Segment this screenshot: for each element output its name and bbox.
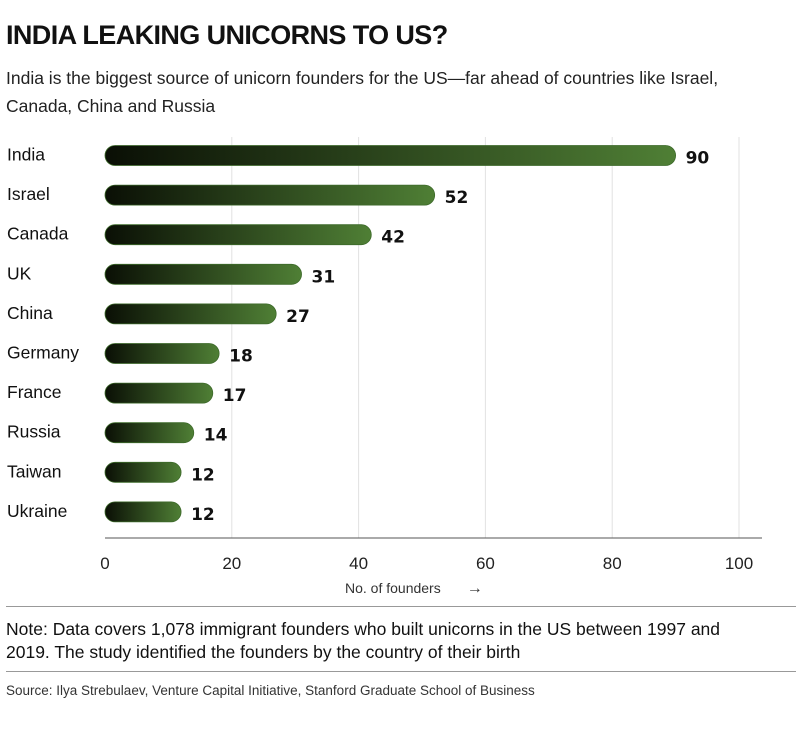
- data-label: 12: [191, 505, 215, 525]
- category-label: Taiwan: [7, 461, 61, 481]
- category-label: Canada: [7, 224, 69, 244]
- data-label: 42: [381, 228, 405, 248]
- bar: [104, 461, 182, 483]
- data-label: 27: [286, 307, 310, 327]
- x-tick-label: 60: [476, 554, 495, 573]
- right-arrow-icon: →: [466, 580, 483, 597]
- x-axis-title-row: No. of founders →: [345, 580, 483, 598]
- x-tick-label: 80: [603, 554, 622, 573]
- bar: [104, 224, 372, 246]
- bar: [104, 263, 302, 285]
- bar: [104, 382, 214, 404]
- bar-chart: India 90 Israel 52 Canada 42 UK 31 China 27 German…: [7, 137, 762, 573]
- category-label: Ukraine: [7, 501, 67, 521]
- category-label: Israel: [7, 184, 50, 204]
- x-axis-title: No. of founders: [345, 580, 441, 596]
- category-label: Russia: [7, 422, 61, 442]
- bar: [104, 501, 182, 523]
- bar: [104, 422, 195, 444]
- source-credit: Source: Ilya Strebulaev, Venture Capital…: [6, 683, 535, 698]
- data-label: 14: [204, 426, 228, 446]
- bar: [104, 145, 676, 166]
- x-tick-label: 0: [100, 554, 109, 573]
- data-label: 12: [191, 465, 215, 485]
- x-tick-label: 100: [725, 554, 753, 573]
- bar: [104, 303, 277, 325]
- category-label: Germany: [7, 343, 79, 363]
- bar: [104, 184, 436, 206]
- chart-subtitle: India is the biggest source of unicorn f…: [6, 68, 719, 116]
- category-label: France: [7, 382, 61, 402]
- category-label: India: [7, 145, 45, 165]
- bar: [104, 343, 220, 364]
- x-tick-label: 40: [349, 554, 368, 573]
- category-label: UK: [7, 263, 32, 283]
- divider: [6, 606, 796, 607]
- divider: [6, 671, 796, 672]
- data-label: 18: [229, 347, 253, 367]
- footnote: Note: Data covers 1,078 immigrant founde…: [6, 619, 721, 662]
- chart-title: INDIA LEAKING UNICORNS TO US?: [6, 20, 448, 50]
- category-label: China: [7, 303, 53, 323]
- data-label: 17: [223, 386, 247, 406]
- data-label: 52: [445, 188, 469, 208]
- data-label: 31: [312, 267, 336, 287]
- x-tick-label: 20: [222, 554, 241, 573]
- data-label: 90: [686, 149, 710, 169]
